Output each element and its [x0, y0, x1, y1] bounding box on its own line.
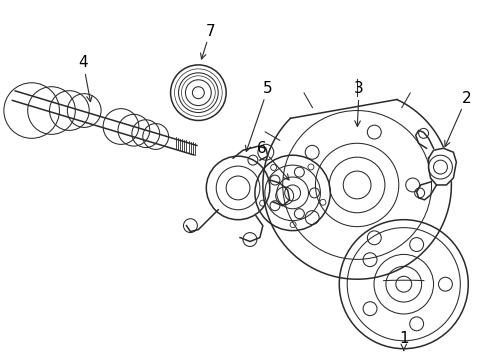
Text: 5: 5	[263, 81, 272, 96]
Text: 2: 2	[462, 91, 471, 106]
Text: 1: 1	[399, 331, 409, 346]
Text: 4: 4	[78, 55, 88, 71]
Polygon shape	[429, 148, 456, 185]
Text: 6: 6	[257, 141, 267, 156]
Text: 7: 7	[205, 24, 215, 39]
Text: 3: 3	[354, 81, 364, 96]
